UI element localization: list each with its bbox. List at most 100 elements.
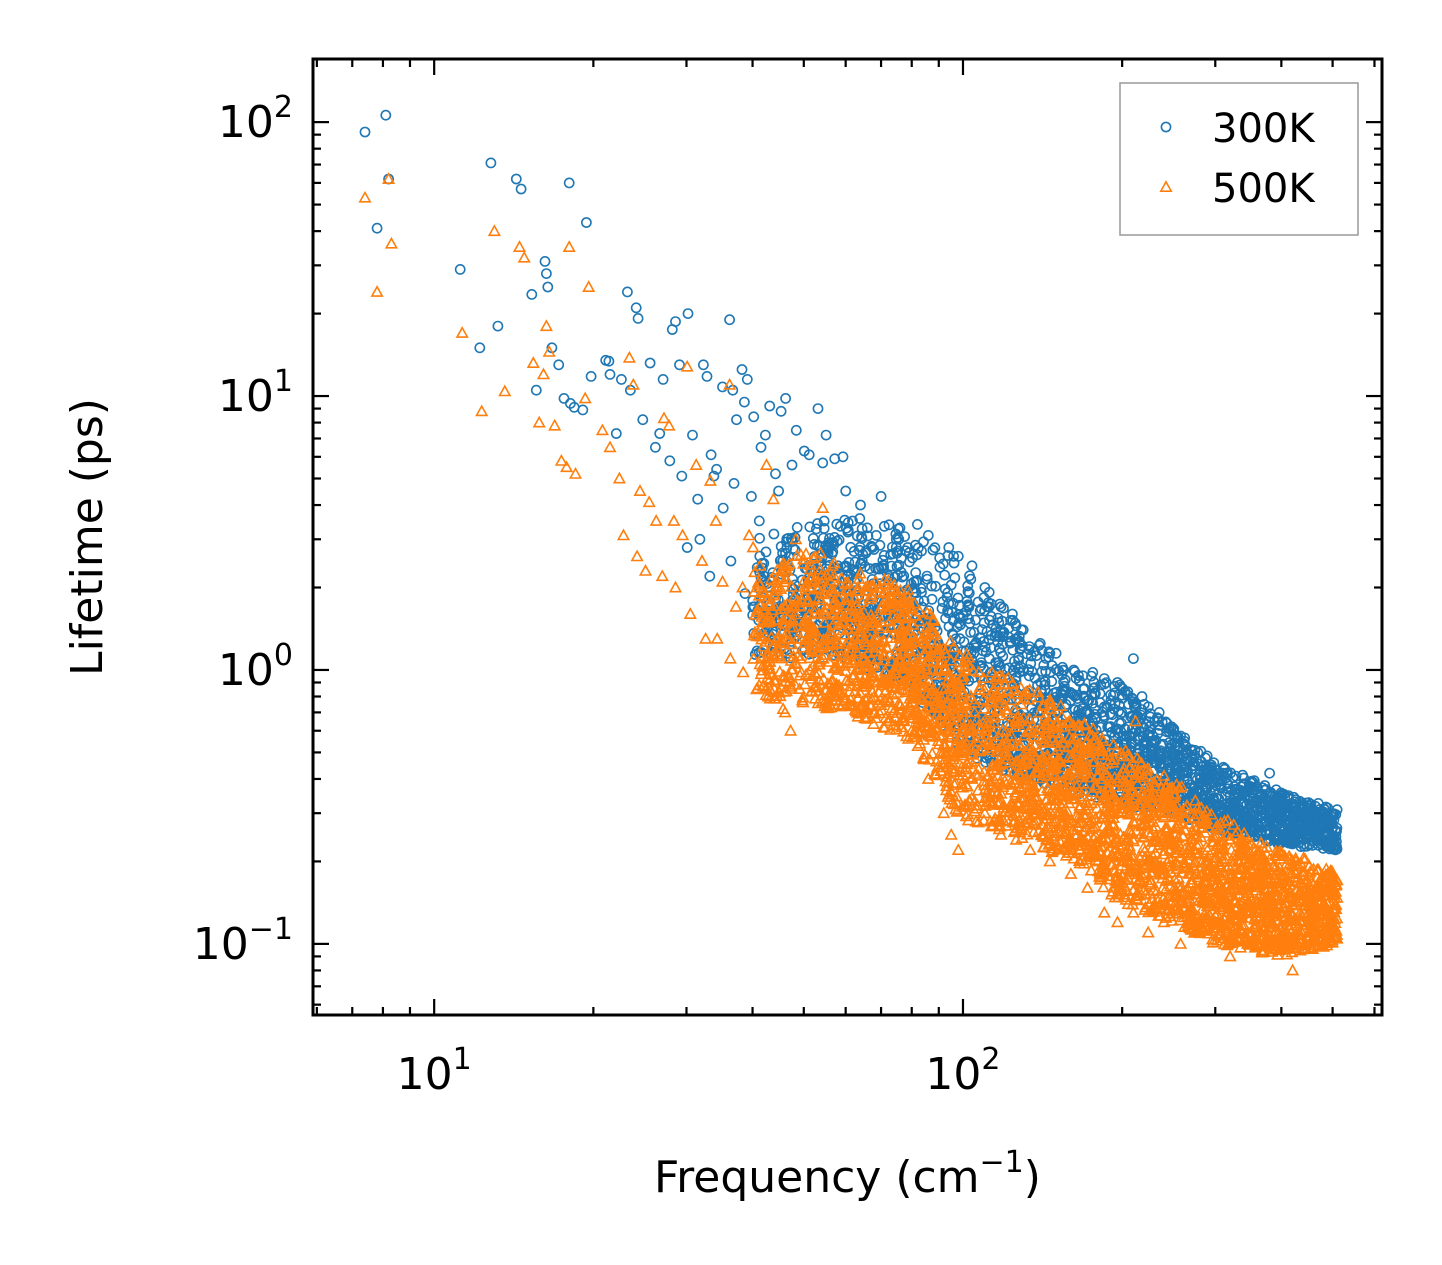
point-500K bbox=[977, 683, 991, 695]
point-300K bbox=[664, 455, 676, 467]
point-500K bbox=[1297, 851, 1311, 864]
point-300K bbox=[1013, 654, 1024, 666]
point-300K bbox=[637, 414, 649, 426]
point-300K bbox=[1172, 761, 1183, 773]
point-500K bbox=[781, 559, 795, 572]
point-300K bbox=[1010, 620, 1022, 632]
point-500K bbox=[968, 705, 982, 718]
point-300K bbox=[976, 657, 987, 668]
point-500K bbox=[945, 796, 959, 809]
point-500K bbox=[774, 651, 788, 664]
point-300K bbox=[818, 515, 830, 527]
point-500K bbox=[814, 546, 828, 559]
point-300K bbox=[1179, 770, 1191, 782]
point-300K bbox=[1221, 767, 1232, 779]
point-500K bbox=[1217, 814, 1232, 827]
point-500K bbox=[912, 614, 926, 627]
point-300K bbox=[972, 709, 984, 721]
point-500K bbox=[1018, 728, 1032, 741]
point-500K bbox=[1031, 685, 1045, 698]
point-500K bbox=[997, 677, 1011, 690]
point-500K bbox=[807, 574, 821, 587]
point-300K bbox=[1178, 735, 1190, 747]
point-300K bbox=[1034, 638, 1046, 649]
point-300K bbox=[862, 530, 874, 542]
point-300K bbox=[921, 570, 933, 582]
point-500K bbox=[1300, 875, 1314, 888]
point-500K bbox=[753, 657, 767, 670]
point-300K bbox=[1222, 786, 1234, 798]
point-300K bbox=[878, 560, 889, 572]
point-500K bbox=[1090, 801, 1104, 814]
point-300K bbox=[1057, 664, 1069, 676]
point-500K bbox=[949, 664, 963, 677]
point-300K bbox=[970, 637, 982, 648]
point-500K bbox=[858, 635, 872, 648]
point-500K bbox=[885, 654, 899, 667]
point-500K bbox=[795, 693, 809, 706]
point-300K bbox=[985, 598, 997, 610]
point-300K bbox=[705, 449, 717, 461]
point-300K bbox=[985, 611, 997, 622]
point-500K bbox=[929, 697, 943, 710]
point-300K bbox=[1331, 825, 1342, 837]
point-300K bbox=[895, 566, 907, 578]
point-300K bbox=[786, 459, 798, 471]
point-500K bbox=[1079, 808, 1093, 821]
point-300K bbox=[704, 570, 716, 582]
point-500K bbox=[885, 687, 900, 700]
point-500K bbox=[805, 643, 819, 655]
point-500K bbox=[1275, 919, 1289, 932]
point-500K bbox=[1062, 715, 1076, 728]
point-300K bbox=[789, 532, 801, 543]
point-300K bbox=[883, 519, 895, 531]
point-300K bbox=[1055, 687, 1067, 699]
point-300K bbox=[942, 587, 954, 599]
point-500K bbox=[1136, 790, 1150, 803]
point-300K bbox=[893, 533, 905, 545]
point-300K bbox=[1323, 838, 1335, 850]
point-300K bbox=[962, 580, 974, 592]
point-300K bbox=[1013, 666, 1025, 678]
point-300K bbox=[515, 183, 527, 195]
point-500K bbox=[1237, 826, 1251, 839]
point-500K bbox=[840, 673, 854, 686]
point-500K bbox=[1131, 776, 1145, 789]
point-500K bbox=[1172, 878, 1186, 891]
point-300K bbox=[875, 490, 887, 502]
point-500K bbox=[806, 630, 820, 643]
point-300K bbox=[674, 359, 685, 371]
point-300K bbox=[1166, 721, 1177, 733]
point-500K bbox=[925, 746, 939, 759]
point-300K bbox=[983, 601, 995, 613]
point-500K bbox=[780, 597, 794, 610]
point-300K bbox=[1295, 812, 1306, 823]
point-300K bbox=[780, 392, 791, 404]
point-500K bbox=[901, 589, 915, 602]
point-500K bbox=[977, 813, 991, 826]
point-500K bbox=[1270, 888, 1284, 900]
point-300K bbox=[825, 538, 837, 550]
point-300K bbox=[530, 384, 542, 396]
point-500K bbox=[811, 657, 825, 670]
point-300K bbox=[717, 502, 729, 514]
point-300K bbox=[1202, 762, 1214, 774]
point-500K bbox=[774, 582, 788, 595]
point-300K bbox=[1288, 791, 1300, 803]
point-500K bbox=[998, 748, 1012, 761]
point-500K bbox=[1212, 835, 1226, 847]
point-300K bbox=[1138, 737, 1150, 749]
point-300K bbox=[1151, 758, 1163, 769]
point-300K bbox=[1206, 759, 1217, 771]
point-300K bbox=[954, 619, 966, 631]
point-300K bbox=[1007, 608, 1018, 620]
point-500K bbox=[822, 655, 836, 667]
point-500K bbox=[971, 815, 985, 828]
point-300K bbox=[990, 627, 1002, 638]
point-500K bbox=[832, 617, 846, 629]
point-500K bbox=[960, 647, 974, 660]
point-500K bbox=[895, 720, 909, 733]
point-300K bbox=[997, 650, 1009, 662]
point-300K bbox=[1291, 809, 1303, 821]
point-300K bbox=[1153, 707, 1165, 718]
